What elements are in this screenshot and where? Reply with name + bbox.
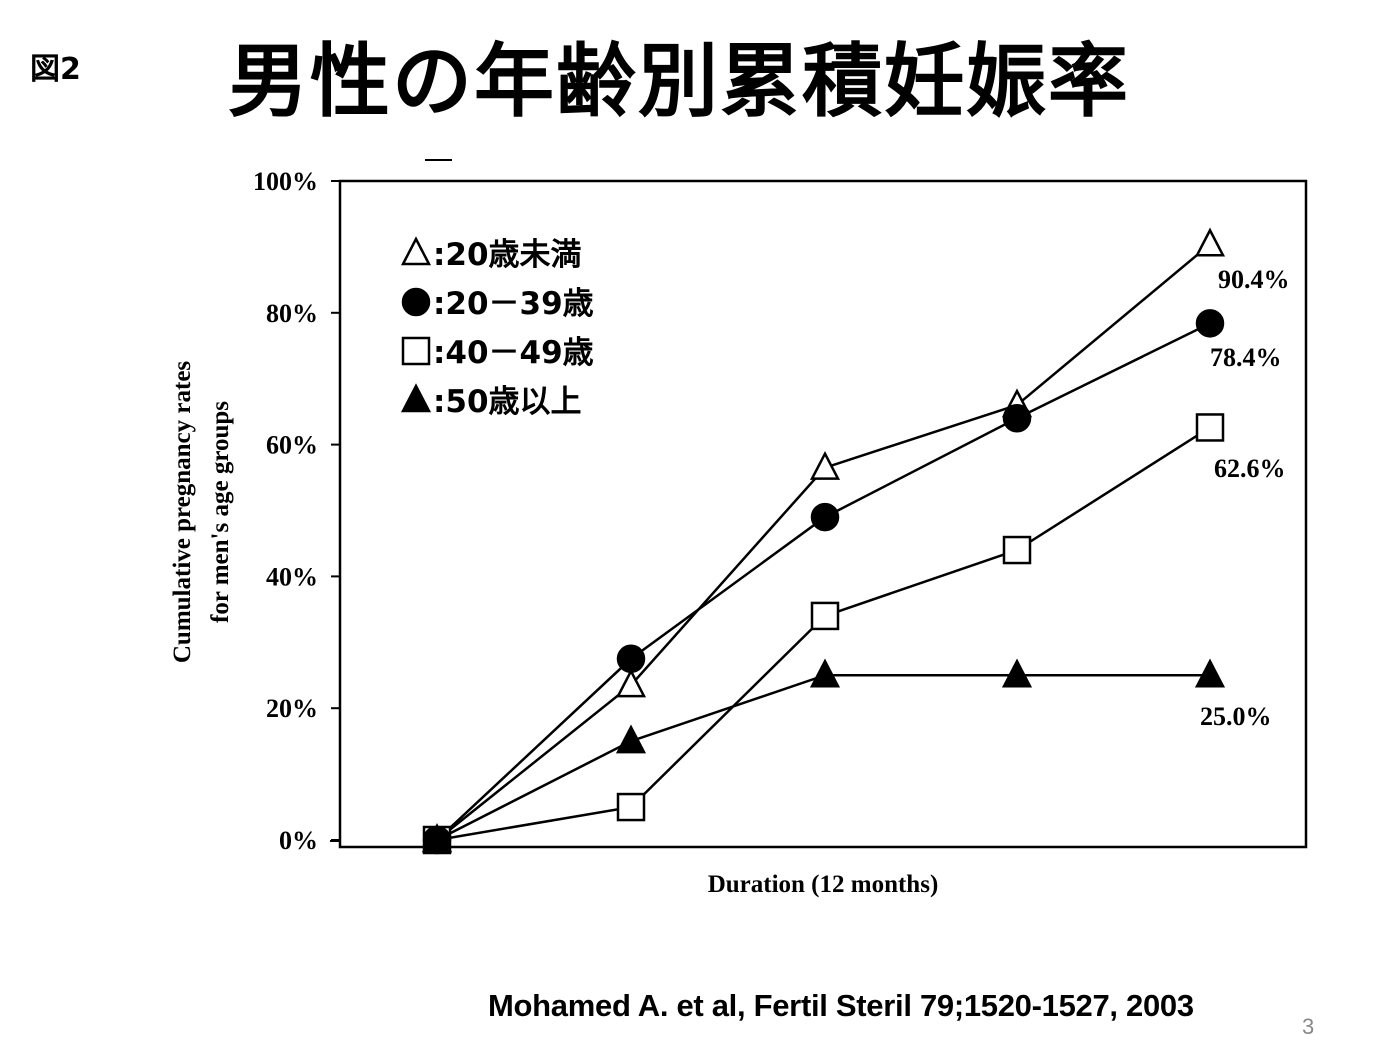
data-point-filled-circle-icon	[1002, 403, 1032, 433]
data-point-open-triangle-icon	[809, 450, 841, 480]
end-value-label-under-20: 90.4%	[1218, 265, 1290, 294]
legend-label: :20歳未満	[433, 237, 582, 273]
y-axis-ticks: 0% 20% 40% 60% 80% 100%	[253, 167, 340, 855]
series-line-40-49	[436, 426, 1211, 842]
y-axis-title-line1: Cumulative pregnancy rates	[169, 361, 196, 664]
data-point-filled-circle-icon	[810, 502, 840, 532]
series-markers-under-20	[421, 227, 1226, 853]
data-point-open-square-icon	[810, 601, 840, 631]
legend-label: :40－49歳	[433, 335, 594, 371]
series-markers-50-plus	[421, 658, 1226, 853]
data-point-filled-triangle-icon	[421, 823, 453, 853]
x-axis-title: Duration (12 months)	[708, 871, 939, 898]
data-point-filled-circle-icon	[616, 644, 646, 674]
legend-item-under-20: :20歳未満	[400, 236, 582, 273]
figure-label: 図2	[30, 52, 81, 87]
legend-label: :20－39歳	[433, 286, 594, 322]
y-tick-label: 0%	[279, 826, 318, 855]
y-tick-label: 40%	[266, 562, 318, 591]
data-point-open-triangle-icon	[615, 668, 647, 698]
end-value-label-20-39: 78.4%	[1210, 343, 1282, 372]
legend-item-50-plus: :50歳以上	[400, 383, 582, 420]
data-point-filled-triangle-icon	[809, 658, 841, 688]
data-point-filled-triangle-icon	[1194, 658, 1226, 688]
data-point-open-square-icon	[1002, 535, 1032, 565]
data-point-filled-triangle-icon	[615, 724, 647, 754]
series-markers-40-49	[422, 413, 1225, 855]
legend-item-20-39: :20－39歳	[401, 286, 594, 322]
slide-title: 男性の年齢別累積妊娠率	[228, 35, 1130, 128]
y-axis-title-line2: for men's age groups	[207, 401, 234, 623]
legend: :20歳未満 :20－39歳 :40－49歳 :50歳以上	[400, 236, 594, 420]
page-number: 3	[1302, 1014, 1315, 1039]
legend-open-triangle-icon	[400, 236, 432, 266]
data-point-open-square-icon	[1195, 413, 1225, 442]
series-line-under-20	[436, 243, 1211, 841]
y-axis-title: Cumulative pregnancy rates for men's age…	[169, 361, 234, 664]
series-line-50-plus	[436, 674, 1210, 842]
series-markers-20-39	[422, 309, 1225, 855]
y-tick-label: 20%	[266, 694, 318, 723]
y-tick-label: 80%	[266, 299, 318, 328]
data-point-open-square-icon	[616, 792, 646, 822]
plot-frame	[338, 179, 1308, 849]
data-point-filled-circle-icon	[1195, 309, 1225, 338]
legend-open-square-icon	[401, 336, 431, 366]
end-value-label-40-49: 62.6%	[1214, 454, 1286, 483]
end-value-label-50-plus: 25.0%	[1200, 702, 1272, 731]
y-tick-label: 60%	[266, 431, 318, 460]
series-group	[330, 227, 1226, 855]
y-tick-label: 100%	[253, 167, 318, 196]
legend-item-40-49: :40－49歳	[401, 335, 594, 371]
data-point-filled-triangle-icon	[1001, 658, 1033, 688]
citation: Mohamed A. et al, Fertil Steril 79;1520-…	[488, 988, 1194, 1023]
data-point-open-triangle-icon	[1194, 227, 1226, 257]
legend-label: :50歳以上	[433, 384, 582, 420]
legend-filled-circle-icon	[401, 287, 431, 317]
legend-filled-triangle-icon	[400, 383, 432, 413]
end-labels: 90.4% 78.4% 62.6% 25.0%	[1200, 265, 1290, 731]
